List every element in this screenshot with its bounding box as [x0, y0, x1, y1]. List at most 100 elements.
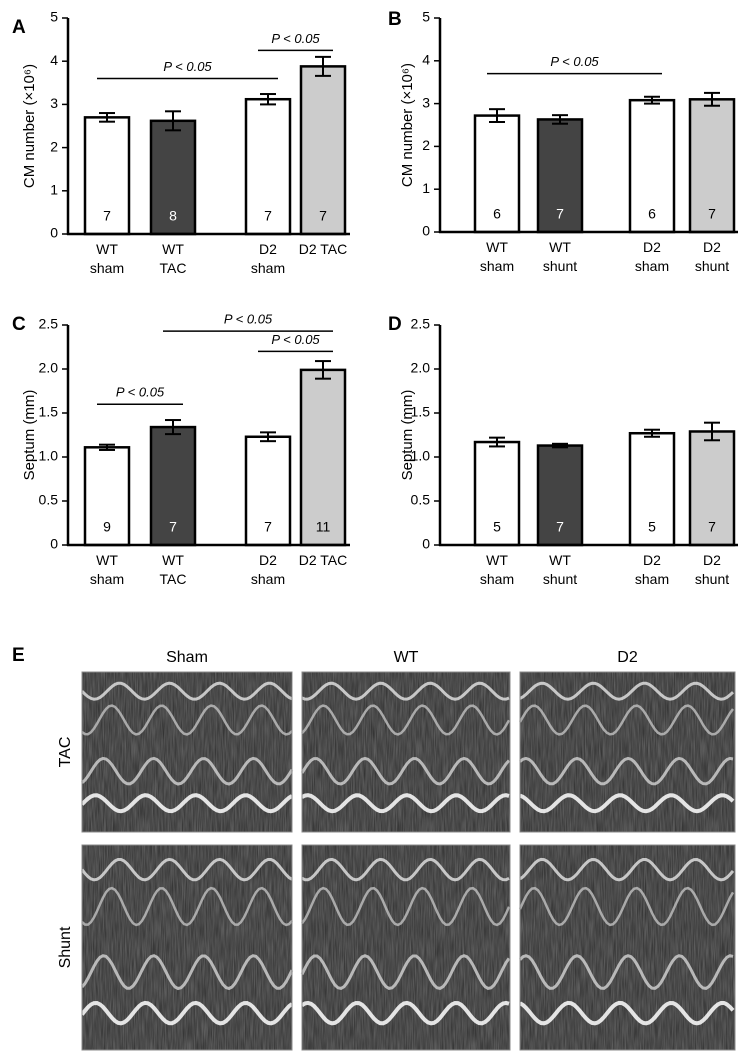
x-tick-label: D2 sham — [634, 239, 670, 274]
y-tick-label: 1 — [422, 180, 430, 196]
x-tick-label: D2 sham — [634, 552, 670, 587]
y-axis-label: CM number (×10⁶) — [21, 64, 38, 188]
x-tick-label: D2 sham — [250, 241, 286, 276]
x-tick-label: WT sham — [479, 239, 515, 274]
panel-label: C — [12, 314, 26, 335]
x-tick-label: WT shunt — [542, 552, 578, 587]
echo-trace — [519, 756, 734, 786]
n-label: 6 — [648, 206, 656, 222]
echo-trace — [301, 793, 510, 814]
echo-trace — [519, 681, 735, 701]
echo-border — [301, 671, 511, 833]
significance-label: P < 0.05 — [163, 59, 212, 74]
y-tick-label: 0 — [50, 225, 58, 241]
echo-trace — [81, 886, 293, 927]
y-tick-label: 5 — [50, 9, 58, 25]
echo-texture — [302, 672, 510, 832]
n-label: 9 — [103, 519, 111, 535]
y-tick-label: 2.5 — [411, 316, 431, 332]
x-tick-label: WT sham — [89, 552, 125, 587]
y-tick-label: 0 — [422, 536, 430, 552]
n-label: 7 — [708, 206, 716, 222]
echo-trace — [519, 857, 735, 882]
y-tick-label: 4 — [422, 52, 430, 68]
y-tick-label: 1.5 — [39, 404, 59, 420]
panel-label: E — [12, 645, 25, 666]
n-label: 7 — [319, 208, 327, 224]
echo-trace — [80, 793, 294, 814]
echo-border — [301, 844, 511, 1051]
y-tick-label: 1 — [50, 182, 58, 198]
bar — [299, 65, 347, 236]
echo-trace — [80, 756, 294, 786]
x-tick-label: D2 TAC — [298, 552, 348, 568]
y-tick-label: 2.0 — [39, 360, 59, 376]
y-tick-label: 2 — [422, 137, 430, 153]
y-tick-label: 2.5 — [39, 316, 59, 332]
column-header: WT — [394, 649, 419, 666]
echo-trace — [301, 857, 510, 882]
significance-label: P < 0.05 — [271, 332, 320, 347]
echo-border — [519, 844, 736, 1051]
row-header: TAC — [57, 737, 74, 768]
n-label: 7 — [708, 519, 716, 535]
bar — [536, 118, 584, 234]
y-tick-label: 3 — [50, 95, 58, 111]
x-tick-label: D2 sham — [250, 552, 286, 587]
y-axis-label: Septum (mm) — [399, 390, 416, 481]
y-tick-label: 2.0 — [411, 360, 431, 376]
echo-trace — [80, 1000, 294, 1026]
x-tick-label: D2 shunt — [694, 552, 730, 587]
y-tick-label: 1.0 — [411, 448, 431, 464]
echo-texture — [82, 672, 292, 832]
echo-border — [519, 671, 736, 833]
n-label: 11 — [316, 519, 331, 535]
significance-label: P < 0.05 — [271, 31, 320, 46]
column-header: Sham — [166, 649, 208, 666]
y-tick-label: 0 — [50, 536, 58, 552]
echo-trace — [518, 704, 735, 736]
y-tick-label: 1.0 — [39, 448, 59, 464]
column-header: D2 — [617, 649, 638, 666]
echo-trace — [518, 954, 734, 990]
echo-border — [81, 671, 293, 833]
echo-texture — [302, 845, 510, 1050]
y-tick-label: 0.5 — [411, 492, 431, 508]
echo-trace — [300, 756, 511, 786]
panel-label: B — [388, 9, 402, 30]
panel-label: D — [388, 314, 402, 335]
y-axis-label: CM number (×10⁶) — [399, 63, 416, 187]
panel-label: A — [12, 17, 26, 38]
n-label: 7 — [556, 206, 564, 222]
x-tick-label: WT sham — [89, 241, 125, 276]
n-label: 5 — [648, 519, 656, 535]
significance-label: P < 0.05 — [550, 54, 599, 69]
y-tick-label: 3 — [422, 94, 430, 110]
echo-trace — [80, 681, 293, 701]
echo-trace — [80, 857, 293, 882]
n-label: 5 — [493, 519, 501, 535]
n-label: 7 — [556, 519, 564, 535]
echo-trace — [301, 704, 511, 736]
n-label: 8 — [169, 208, 177, 224]
n-label: 7 — [169, 519, 177, 535]
x-tick-label: WT TAC — [159, 552, 187, 587]
echo-trace — [300, 886, 511, 927]
echo-trace — [300, 954, 511, 990]
echo-trace — [519, 1000, 735, 1026]
x-tick-label: WT shunt — [542, 239, 578, 274]
x-tick-label: WT TAC — [159, 241, 187, 276]
n-label: 7 — [264, 519, 272, 535]
echo-trace — [518, 886, 735, 927]
echo-trace — [80, 954, 294, 991]
y-tick-label: 0 — [422, 223, 430, 239]
x-tick-label: D2 TAC — [298, 241, 348, 257]
echo-texture — [82, 845, 292, 1050]
significance-label: P < 0.05 — [224, 312, 273, 327]
echo-border — [81, 844, 293, 1051]
bar — [628, 431, 676, 547]
n-label: 7 — [264, 208, 272, 224]
row-header: Shunt — [57, 926, 74, 968]
